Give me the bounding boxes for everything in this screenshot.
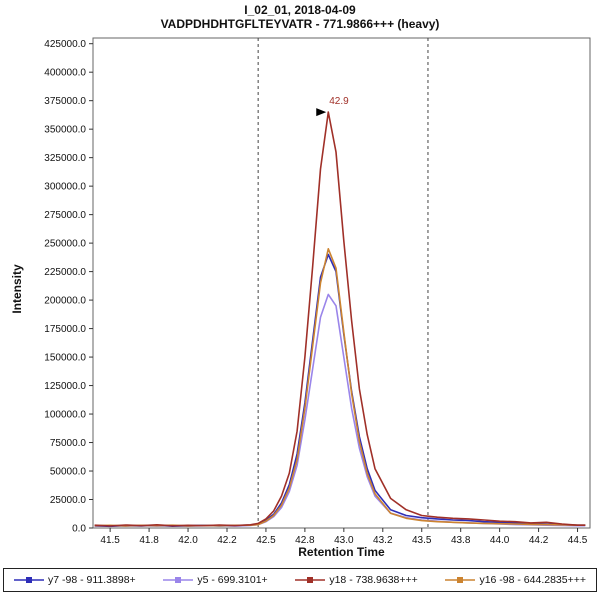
plot-border [92, 37, 591, 529]
series-symbol-icon [163, 577, 194, 583]
x-tick-label: 41.5 [100, 535, 120, 546]
x-tick-label: 43.0 [334, 535, 354, 546]
chromatogram-trace [94, 293, 586, 528]
x-tick-label: 41.8 [139, 535, 159, 546]
x-tick-label: 42.8 [295, 535, 315, 546]
series-symbol-icon [445, 577, 476, 583]
y-tick-label: 175000.0 [44, 324, 86, 335]
y-tick-label: 400000.0 [44, 68, 86, 79]
id-arrow-icon [316, 108, 327, 117]
chart-title-peptide: VADPDHDHTGFLTEYVATR - 771.9866+++ (heavy… [160, 17, 440, 31]
y-tick-label: 125000.0 [44, 381, 86, 392]
legend-label: y5 - 699.3101+ [197, 574, 268, 586]
legend-item: y7 -98 - 911.3898+ [14, 574, 136, 586]
x-tick-label: 43.2 [373, 535, 393, 546]
legend-label: y16 -98 - 644.2835+++ [479, 574, 586, 586]
legend-item: y18 - 738.9638+++ [295, 574, 418, 586]
x-tick-label: 43.8 [451, 535, 471, 546]
chromatogram-trace [94, 111, 586, 527]
x-tick-label: 44.0 [490, 535, 510, 546]
x-tick-label: 42.0 [178, 535, 198, 546]
x-tick-label: 42.5 [256, 535, 276, 546]
x-axis-title: Retention Time [298, 545, 385, 559]
series-symbol-icon [14, 577, 44, 583]
series-symbol-icon [295, 577, 326, 583]
y-tick-label: 300000.0 [44, 182, 86, 193]
chromatogram-trace [94, 248, 586, 527]
y-tick-label: 325000.0 [44, 153, 86, 164]
y-tick-label: 25000.0 [50, 495, 87, 506]
y-tick-label: 0.0 [72, 524, 86, 535]
x-tick-label: 44.2 [529, 535, 549, 546]
x-tick-label: 43.5 [412, 535, 432, 546]
y-tick-label: 75000.0 [50, 438, 87, 449]
y-tick-label: 225000.0 [44, 267, 86, 278]
legend-item: y16 -98 - 644.2835+++ [445, 574, 586, 586]
legend: y7 -98 - 911.3898+ y5 - 699.3101+ y18 - 73… [3, 568, 597, 592]
legend-label: y7 -98 - 911.3898+ [48, 574, 136, 586]
y-tick-label: 425000.0 [44, 39, 86, 50]
y-tick-label: 100000.0 [44, 410, 86, 421]
y-tick-label: 350000.0 [44, 125, 86, 136]
chart-title-replicate: I_02_01, 2018-04-09 [244, 3, 356, 17]
y-tick-label: 50000.0 [50, 467, 87, 478]
y-tick-label: 275000.0 [44, 210, 86, 221]
legend-item: y5 - 699.3101+ [163, 574, 268, 586]
y-tick-label: 375000.0 [44, 96, 86, 107]
y-tick-label: 250000.0 [44, 239, 86, 250]
x-tick-label: 44.5 [568, 535, 588, 546]
peak-rt-annotation: 42.9 [329, 96, 349, 107]
y-tick-label: 200000.0 [44, 296, 86, 307]
legend-label: y18 - 738.9638+++ [329, 574, 418, 586]
x-tick-label: 42.2 [217, 535, 237, 546]
y-tick-label: 150000.0 [44, 353, 86, 364]
plot-area[interactable]: 0.0 25000.0 50000.0 75000.0 100000.0 125000.0… [0, 30, 600, 565]
